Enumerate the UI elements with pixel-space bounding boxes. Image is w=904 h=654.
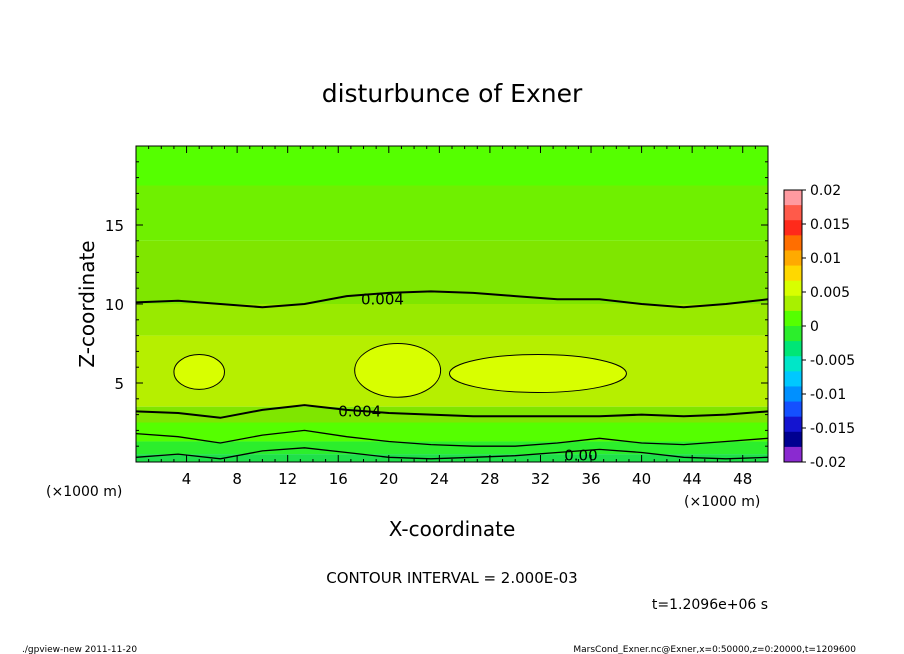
x-tick-label-5: 24 (430, 470, 449, 488)
contour-line-0 (136, 290, 768, 309)
colorbar-label-0: 0.02 (810, 183, 841, 199)
x-tick-label-1: 8 (232, 470, 242, 488)
contour-blob-1 (354, 343, 442, 398)
colorbar-segment-13 (784, 386, 802, 403)
contour-band-3 (136, 304, 768, 336)
colorbar-label-5: -0.005 (810, 353, 855, 369)
colorbar-segment-3 (784, 235, 802, 251)
x-tick-label-3: 16 (329, 470, 348, 488)
contour-line-2 (136, 429, 768, 447)
contour-label-2: 0.00 (564, 447, 597, 465)
colorbar-segment-4 (784, 250, 802, 267)
colorbar-segment-12 (784, 371, 802, 387)
contour-interval: CONTOUR INTERVAL = 2.000E-03 (326, 569, 577, 587)
x-tick-label-11: 48 (733, 470, 752, 488)
plot-area (136, 146, 768, 462)
colorbar-segment-5 (784, 265, 802, 282)
x-tick-label-10: 44 (683, 470, 702, 488)
colorbar-segment-16 (784, 431, 802, 448)
colorbar-segment-1 (784, 205, 802, 221)
colorbar-label-7: -0.015 (810, 421, 855, 437)
colorbar-label-4: 0 (810, 319, 819, 335)
footer-left: ./gpview-new 2011-11-20 (22, 645, 137, 654)
colorbar-segment-14 (784, 401, 802, 418)
contour-band-0 (136, 146, 768, 186)
colorbar-segment-10 (784, 341, 802, 357)
contour-band-6 (136, 422, 768, 442)
contour-line-3 (136, 447, 768, 460)
x-tick-label-2: 12 (278, 470, 297, 488)
contour-label-1: 0.004 (338, 402, 381, 420)
colorbar-segment-6 (784, 280, 802, 297)
contour-band-1 (136, 185, 768, 241)
x-unit-left: (×1000 m) (46, 484, 122, 500)
colorbar-segment-9 (784, 326, 802, 342)
x-unit-right: (×1000 m) (684, 494, 760, 510)
colorbar-segment-2 (784, 220, 802, 236)
x-tick-label-7: 32 (531, 470, 550, 488)
contour-label-0: 0.004 (361, 290, 404, 308)
y-tick-label-1: 10 (105, 296, 124, 314)
contour-band-2 (136, 240, 768, 304)
colorbar-label-2: 0.01 (810, 251, 841, 267)
contour-line-1 (136, 404, 768, 419)
colorbar-segment-8 (784, 310, 802, 327)
y-axis-label: Z-coordinate (75, 240, 99, 367)
y-tick-label-0: 5 (114, 375, 124, 393)
colorbar-segment-7 (784, 295, 802, 312)
footer-right: MarsCond_Exner.nc@Exner,x=0:50000,z=0:20… (573, 645, 856, 654)
contour-blob-0 (173, 354, 225, 390)
colorbar-label-3: 0.005 (810, 285, 850, 301)
colorbar-segment-11 (784, 356, 802, 372)
x-tick-label-6: 28 (480, 470, 499, 488)
contour-blob-2 (448, 354, 627, 393)
x-tick-label-4: 20 (379, 470, 398, 488)
colorbar-segment-0 (784, 190, 802, 206)
colorbar: 0.02 0.015 0.01 0.005 0 -0.005 -0.01 -0.015 -0.0… (783, 183, 855, 471)
colorbar-segment-15 (784, 416, 802, 433)
x-tick-label-0: 4 (182, 470, 192, 488)
x-tick-label-9: 40 (632, 470, 651, 488)
colorbar-label-6: -0.01 (810, 387, 846, 403)
y-tick-label-2: 15 (105, 217, 124, 235)
x-axis-label: X-coordinate (389, 517, 516, 541)
x-tick-label-8: 36 (581, 470, 600, 488)
contour-band-7 (136, 441, 768, 455)
colorbar-label-8: -0.02 (810, 455, 846, 471)
colorbar-label-1: 0.015 (810, 217, 850, 233)
time-label: t=1.2096e+06 s (652, 597, 768, 613)
colorbar-segment-17 (784, 446, 802, 463)
chart-title: disturbunce of Exner (322, 79, 583, 108)
